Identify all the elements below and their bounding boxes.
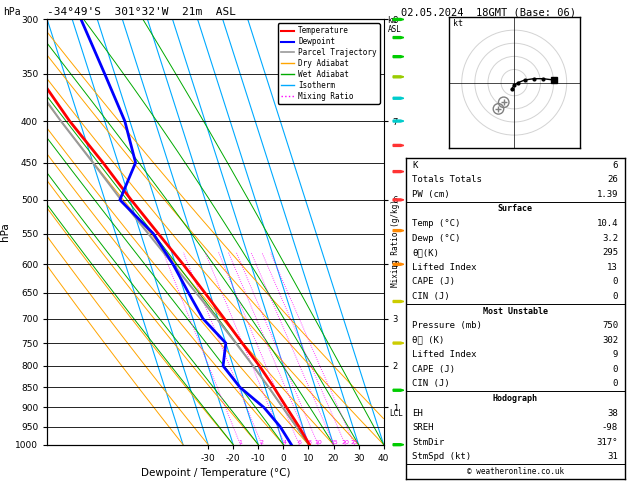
Text: CAPE (J): CAPE (J) (412, 278, 455, 286)
Text: 295: 295 (602, 248, 618, 257)
Text: Surface: Surface (498, 205, 533, 213)
Text: 20: 20 (342, 440, 349, 445)
Text: 4: 4 (283, 440, 287, 445)
Text: Totals Totals: Totals Totals (412, 175, 482, 184)
Text: Pressure (mb): Pressure (mb) (412, 321, 482, 330)
Text: 2: 2 (260, 440, 264, 445)
X-axis label: Dewpoint / Temperature (°C): Dewpoint / Temperature (°C) (141, 469, 290, 478)
Text: -98: -98 (602, 423, 618, 432)
Text: 750: 750 (602, 321, 618, 330)
Text: 317°: 317° (596, 438, 618, 447)
Text: 3.2: 3.2 (602, 234, 618, 243)
Text: kt: kt (452, 19, 462, 28)
Legend: Temperature, Dewpoint, Parcel Trajectory, Dry Adiabat, Wet Adiabat, Isotherm, Mi: Temperature, Dewpoint, Parcel Trajectory… (277, 23, 380, 104)
Text: 38: 38 (607, 409, 618, 417)
Text: hPa: hPa (3, 7, 21, 17)
Text: 1.39: 1.39 (596, 190, 618, 199)
Text: θᴄ(K): θᴄ(K) (412, 248, 439, 257)
Text: 10.4: 10.4 (596, 219, 618, 228)
Text: LCL: LCL (389, 409, 403, 418)
Text: 0: 0 (613, 380, 618, 388)
Text: StmSpd (kt): StmSpd (kt) (412, 452, 471, 461)
Text: 0: 0 (613, 365, 618, 374)
Text: Most Unstable: Most Unstable (482, 307, 548, 315)
Text: 0: 0 (613, 292, 618, 301)
Text: Hodograph: Hodograph (493, 394, 538, 403)
Text: EH: EH (412, 409, 423, 417)
Y-axis label: hPa: hPa (0, 223, 9, 242)
Text: CIN (J): CIN (J) (412, 380, 450, 388)
Text: 1: 1 (238, 440, 242, 445)
Text: Lifted Index: Lifted Index (412, 263, 477, 272)
Text: 25: 25 (350, 440, 359, 445)
Text: Lifted Index: Lifted Index (412, 350, 477, 359)
Text: SREH: SREH (412, 423, 434, 432)
Text: 9: 9 (613, 350, 618, 359)
Text: 6: 6 (613, 161, 618, 170)
Text: PW (cm): PW (cm) (412, 190, 450, 199)
Text: 8: 8 (308, 440, 312, 445)
Text: K: K (412, 161, 418, 170)
Text: 6: 6 (298, 440, 301, 445)
Text: © weatheronline.co.uk: © weatheronline.co.uk (467, 467, 564, 476)
Text: StmDir: StmDir (412, 438, 445, 447)
Text: 302: 302 (602, 336, 618, 345)
Text: 26: 26 (607, 175, 618, 184)
Text: -34°49'S  301°32'W  21m  ASL: -34°49'S 301°32'W 21m ASL (47, 7, 236, 17)
Text: 02.05.2024  18GMT (Base: 06): 02.05.2024 18GMT (Base: 06) (401, 7, 576, 17)
Text: km
ASL: km ASL (387, 16, 401, 34)
Text: 13: 13 (607, 263, 618, 272)
Text: 0: 0 (613, 278, 618, 286)
Text: Temp (°C): Temp (°C) (412, 219, 460, 228)
Text: Dewp (°C): Dewp (°C) (412, 234, 460, 243)
Text: CIN (J): CIN (J) (412, 292, 450, 301)
Text: Mixing Ratio (g/kg): Mixing Ratio (g/kg) (391, 199, 399, 287)
Text: 31: 31 (607, 452, 618, 461)
Text: CAPE (J): CAPE (J) (412, 365, 455, 374)
Text: 10: 10 (314, 440, 322, 445)
Text: θᴄ (K): θᴄ (K) (412, 336, 445, 345)
Text: 15: 15 (330, 440, 338, 445)
